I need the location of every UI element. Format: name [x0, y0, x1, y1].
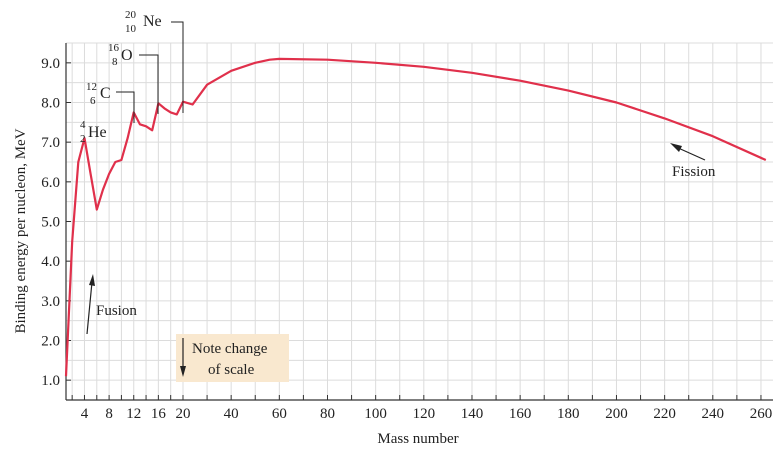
fusion-label: Fusion [96, 303, 137, 319]
fusion-arrow [86, 274, 95, 335]
axes [65, 43, 773, 401]
x-tick-label: 12 [126, 406, 141, 422]
c-z: 6 [90, 95, 96, 107]
x-tick-label: 120 [413, 406, 436, 422]
o-mass: 16 [108, 42, 120, 54]
y-tick-label: 3.0 [41, 294, 60, 310]
ne-mass: 20 [125, 9, 137, 21]
note-line-1: Note change [192, 341, 268, 357]
fission-label: Fission [672, 164, 716, 180]
x-tick-label: 60 [272, 406, 287, 422]
ne-z: 10 [125, 23, 137, 35]
y-tick-label: 2.0 [41, 334, 60, 350]
x-tick-label: 20 [176, 406, 191, 422]
c-mass: 12 [86, 81, 97, 93]
y-tick-label: 4.0 [41, 254, 60, 270]
x-tick-label: 240 [702, 406, 725, 422]
x-tick-label: 160 [509, 406, 532, 422]
y-tick-label: 5.0 [41, 215, 60, 231]
x-tick-label: 16 [151, 406, 167, 422]
x-axis-title: Mass number [377, 431, 458, 447]
c-symbol: C [100, 85, 111, 102]
curve-layer [64, 57, 767, 377]
y-tick-label: 7.0 [41, 135, 60, 151]
x-tick-label: 200 [605, 406, 628, 422]
x-tick-label: 8 [105, 406, 113, 422]
y-axis-title: Binding energy per nucleon, MeV [13, 128, 29, 333]
ne-leader [171, 21, 184, 113]
o-leader [139, 54, 159, 114]
grid [66, 42, 773, 401]
isotope-ne: 20 10 Ne [125, 9, 184, 113]
ne-symbol: Ne [143, 13, 162, 30]
note-box [176, 334, 289, 382]
x-tick-label: 80 [320, 406, 335, 422]
he-z: 2 [80, 133, 86, 145]
note-arrow [180, 338, 186, 377]
binding-energy-curve [64, 57, 767, 377]
isotope-o: 16 8 O [108, 42, 159, 114]
x-tick-label: 140 [461, 406, 484, 422]
x-tick-label: 220 [653, 406, 676, 422]
o-symbol: O [121, 47, 133, 64]
tick-labels: 1.02.03.04.05.06.07.08.09.04 8 12 16 20 40 60 8… [41, 56, 772, 422]
x-tick-label: 40 [224, 406, 239, 422]
c-leader [116, 91, 135, 123]
y-tick-label: 9.0 [41, 56, 60, 72]
x-tick-label: 100 [364, 406, 387, 422]
fission-arrow [670, 143, 706, 161]
he-symbol: He [88, 124, 107, 141]
isotope-c: 12 6 C [86, 81, 135, 123]
x-tick-label: 260 [750, 406, 773, 422]
y-tick-label: 1.0 [41, 373, 60, 389]
o-z: 8 [112, 56, 118, 68]
isotope-he: 4 2 He [80, 119, 107, 145]
he-mass: 4 [80, 119, 86, 131]
x-tick-label: 180 [557, 406, 580, 422]
y-tick-label: 6.0 [41, 175, 60, 191]
y-tick-label: 8.0 [41, 96, 60, 112]
x-tick-label: 4 [81, 406, 89, 422]
note-line-2: of scale [208, 362, 255, 378]
